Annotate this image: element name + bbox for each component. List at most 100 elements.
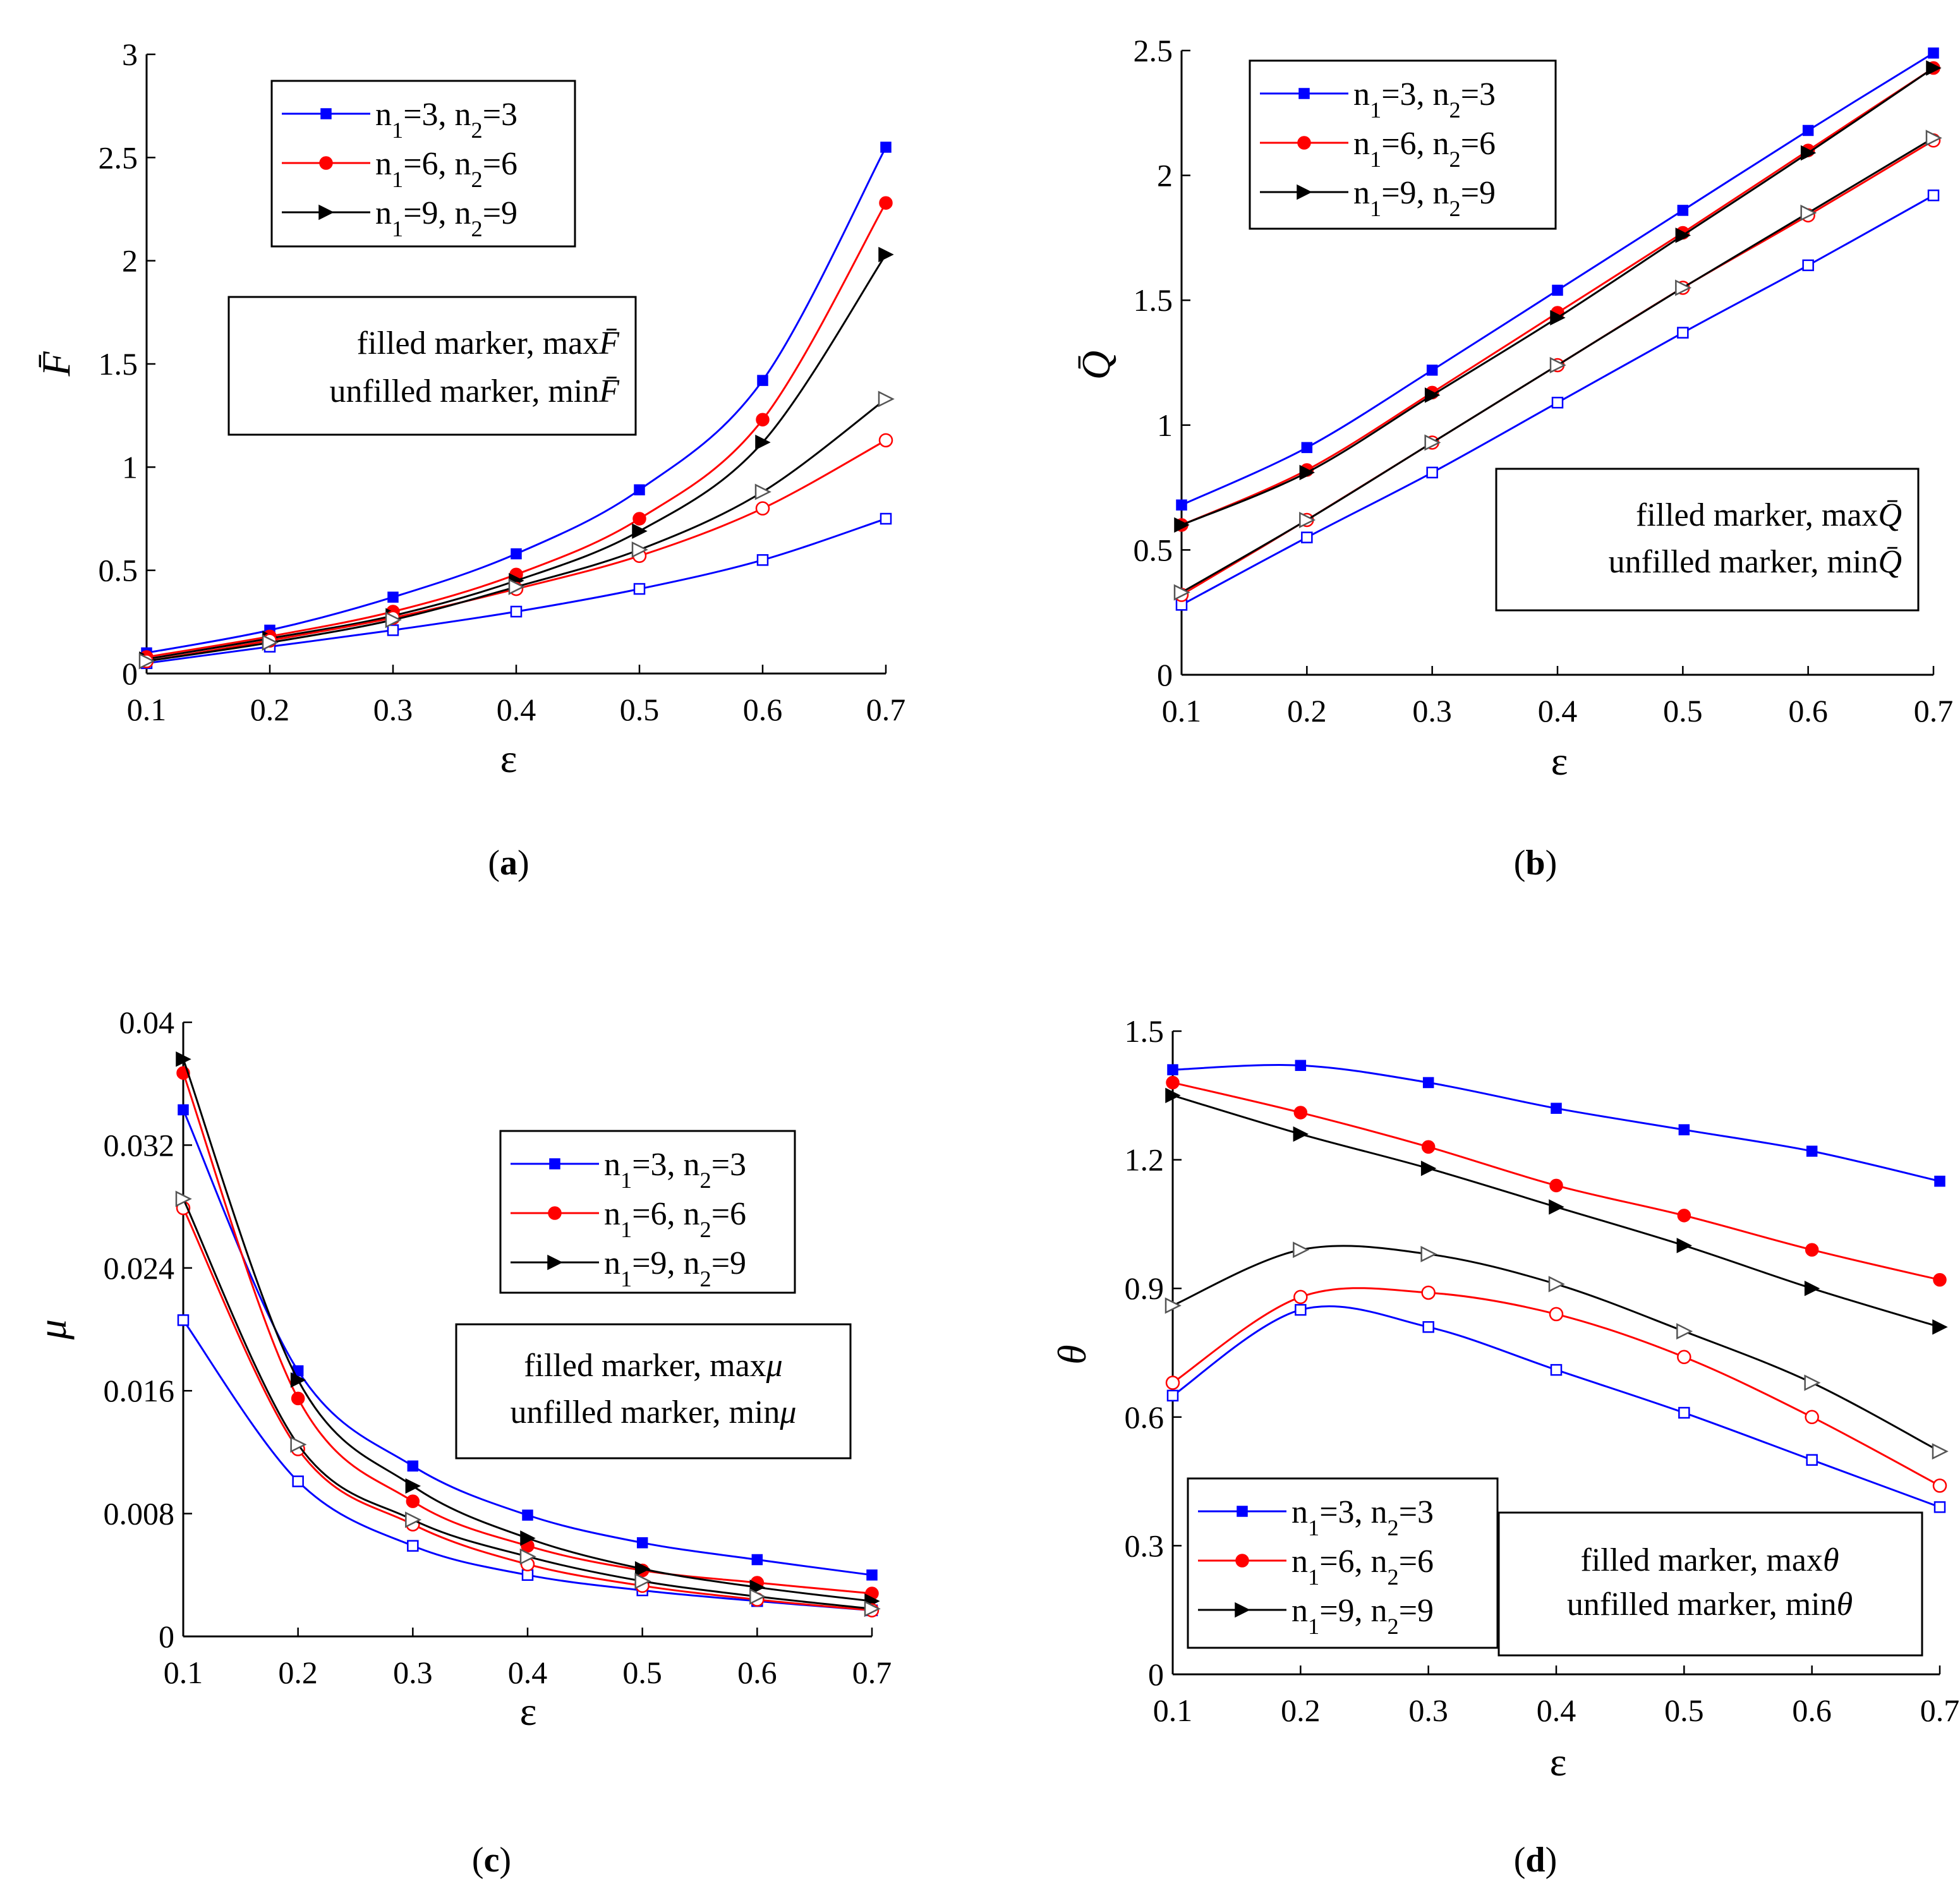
data-point — [1677, 1209, 1691, 1223]
x-tick-label: 0.7 — [1920, 1693, 1960, 1728]
data-point — [1802, 259, 1814, 272]
marker-note-box — [1497, 1511, 1923, 1657]
data-point — [1927, 189, 1940, 202]
data-point — [880, 142, 892, 153]
legend-label: n1=9, n2=9 — [604, 1245, 746, 1291]
y-tick-label: 3 — [122, 37, 138, 72]
data-point — [1424, 387, 1441, 403]
legend-label: n1=3, n2=3 — [1292, 1494, 1434, 1540]
data-point — [1299, 511, 1316, 528]
y-tick-label: 0.5 — [1134, 532, 1173, 567]
x-tick-label: 0.2 — [250, 692, 290, 727]
marker-note-box — [455, 1323, 852, 1460]
data-point — [1424, 434, 1441, 451]
data-point — [510, 605, 523, 618]
data-point — [1804, 1374, 1821, 1391]
y-tick-label: 0.6 — [1125, 1399, 1165, 1435]
legend-label: n1=6, n2=6 — [604, 1196, 746, 1242]
data-point — [1678, 1124, 1690, 1135]
data-point — [1676, 1323, 1693, 1340]
series-min-3 — [1175, 189, 1940, 611]
data-point — [1299, 464, 1316, 481]
data-point — [633, 583, 646, 595]
x-tick-label: 0.3 — [1408, 1693, 1448, 1728]
series-line — [1172, 1305, 1940, 1508]
data-point — [1933, 1272, 1947, 1287]
y-tick-label: 1.5 — [99, 346, 138, 382]
marker-note-filled: filled marker, maxμ — [524, 1348, 783, 1384]
data-point — [878, 246, 894, 263]
data-point — [878, 390, 895, 408]
data-point — [1421, 1140, 1436, 1154]
chart-panel-b: 0.1 0.2 0.3 0.4 0.5 0.6 0.7 0 0.5 1 1.5 2 2.5 ε Q̄ n1=3… — [1074, 33, 1953, 883]
data-point — [1422, 1321, 1434, 1333]
marker-note: filled marker, maxμ unfilled marker, minμ — [455, 1323, 852, 1460]
data-point — [405, 1478, 421, 1494]
data-point — [1932, 1443, 1949, 1460]
series-line — [182, 1072, 873, 1595]
y-tick-label: 0 — [122, 656, 138, 691]
y-tick-label: 0.024 — [104, 1250, 175, 1286]
data-point — [1549, 1178, 1563, 1193]
data-point — [878, 433, 893, 448]
data-point — [291, 1391, 305, 1406]
data-point — [1422, 1077, 1434, 1089]
data-point — [406, 1494, 420, 1508]
data-point — [756, 413, 770, 426]
series-line — [1172, 1064, 1940, 1182]
y-axis-title: θ — [1050, 1345, 1094, 1364]
legend-swatch-marker — [320, 108, 332, 119]
panel-caption: (b) — [1514, 843, 1557, 883]
x-tick-label: 0.5 — [622, 1655, 662, 1690]
data-point — [262, 634, 279, 651]
data-point — [1426, 365, 1438, 376]
chart-panel-d: 0.1 0.2 0.3 0.4 0.5 0.6 0.7 0 0.3 0.6 0.9 1.2 1.5 ε θ n… — [1050, 1013, 1959, 1880]
data-point — [634, 1561, 651, 1577]
data-point — [1675, 227, 1691, 243]
legend-label: n1=3, n2=3 — [375, 97, 517, 143]
marker-note: filled marker, maxF̄ unfilled marker, min… — [227, 296, 637, 436]
y-tick-label: 2 — [1157, 158, 1173, 193]
data-point — [290, 1372, 306, 1388]
data-point — [1805, 1243, 1819, 1257]
data-point — [521, 1569, 534, 1581]
x-tick-label: 0.3 — [373, 692, 413, 727]
data-point — [632, 512, 646, 526]
data-point — [405, 1511, 422, 1528]
y-tick-label: 1.5 — [1125, 1013, 1165, 1049]
data-point — [292, 1475, 304, 1487]
data-point — [1301, 442, 1313, 454]
series-line — [1172, 1094, 1940, 1328]
x-tick-label: 0.6 — [737, 1655, 777, 1690]
y-tick-label: 0.9 — [1125, 1271, 1165, 1306]
y-tick-label: 1 — [1157, 408, 1173, 443]
series-min-5 — [138, 390, 895, 670]
data-point — [1675, 279, 1692, 296]
legend-swatch-marker — [1297, 184, 1312, 200]
data-point — [1295, 1060, 1307, 1072]
y-tick-label: 0.016 — [104, 1373, 175, 1408]
marker-note-box — [1495, 468, 1920, 612]
marker-note-filled: filled marker, maxF̄ — [357, 325, 620, 361]
legend-swatch-marker — [1297, 136, 1311, 150]
panel-caption: (d) — [1514, 1841, 1557, 1880]
legend: n1=3, n2=3n1=6, n2=6n1=9, n2=9 — [270, 80, 576, 248]
x-axis-title: ε — [520, 1689, 537, 1734]
data-point — [1420, 1160, 1437, 1176]
x-tick-label: 0.2 — [278, 1655, 318, 1690]
data-point — [1802, 124, 1814, 136]
y-tick-label: 0.5 — [99, 553, 138, 588]
series-line — [182, 1109, 873, 1576]
data-point — [749, 1588, 766, 1605]
y-tick-label: 1 — [122, 449, 138, 485]
data-point — [175, 1190, 192, 1207]
data-point — [1932, 1319, 1948, 1335]
series-min-3 — [1166, 1303, 1946, 1513]
data-point — [1552, 284, 1563, 296]
data-point — [1295, 1303, 1307, 1316]
data-point — [751, 1554, 763, 1566]
data-point — [632, 523, 648, 539]
data-point — [1549, 1307, 1564, 1322]
data-point — [866, 1569, 878, 1581]
data-point — [1934, 1175, 1945, 1187]
